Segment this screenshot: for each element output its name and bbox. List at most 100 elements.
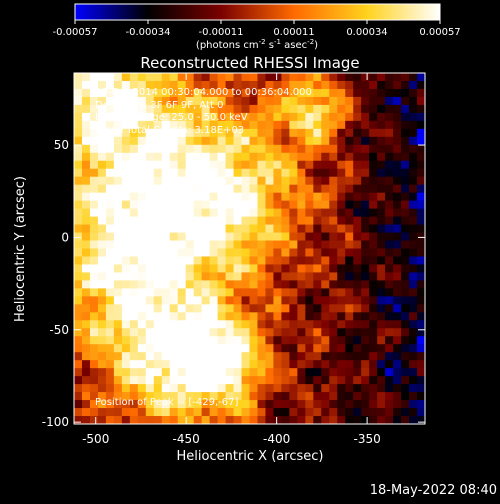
heatmap-cell	[249, 120, 259, 130]
heatmap-cell	[89, 168, 99, 178]
heatmap-cell	[105, 312, 115, 321]
heatmap-cell	[353, 384, 362, 393]
heatmap-cell	[401, 88, 410, 98]
heatmap-cell	[153, 240, 163, 250]
heatmap-cell	[217, 216, 227, 226]
heatmap-cell	[337, 112, 346, 122]
heatmap-cell	[89, 224, 99, 234]
heatmap-cell	[185, 304, 195, 313]
heatmap-cell	[153, 248, 163, 258]
y-axis-label: Heliocentric Y (arcsec)	[13, 176, 28, 322]
heatmap-cell	[185, 224, 195, 234]
heatmap-cell	[353, 328, 362, 337]
heatmap-cell	[185, 288, 195, 297]
heatmap-cell	[113, 288, 123, 297]
heatmap-cell	[74, 288, 83, 297]
heatmap-cell	[289, 296, 298, 305]
heatmap-cell	[129, 73, 139, 82]
heatmap-cell	[305, 408, 314, 417]
heatmap-cell	[393, 96, 402, 106]
heatmap-cell	[417, 136, 425, 146]
heatmap-cell	[265, 328, 275, 337]
heatmap-cell	[377, 128, 386, 138]
heatmap-cell	[321, 288, 330, 297]
heatmap-cell	[345, 88, 354, 98]
heatmap-cell	[209, 296, 219, 305]
heatmap-cell	[217, 73, 227, 82]
heatmap-cell	[153, 200, 163, 210]
heatmap-cell	[145, 168, 155, 178]
heatmap-cell	[249, 392, 259, 401]
heatmap-cell	[305, 304, 314, 313]
heatmap-cell	[321, 192, 330, 202]
heatmap-cell	[177, 200, 187, 210]
heatmap-cell	[145, 248, 155, 258]
heatmap-cell	[305, 368, 314, 377]
heatmap-cell	[113, 152, 123, 162]
heatmap-cell	[297, 136, 306, 146]
heatmap-cell	[225, 160, 235, 170]
heatmap-cell	[289, 208, 298, 218]
heatmap-cell	[185, 73, 195, 82]
heatmap-cell	[233, 296, 243, 305]
heatmap-cell	[185, 168, 195, 178]
heatmap-cell	[345, 360, 354, 369]
heatmap-cell	[153, 312, 163, 321]
heatmap-cell	[145, 296, 155, 305]
heatmap-cell	[265, 168, 275, 178]
heatmap-cell	[113, 192, 123, 202]
heatmap-cell	[345, 136, 354, 146]
heatmap-cell	[209, 408, 219, 417]
heatmap-cell	[185, 392, 195, 401]
heatmap-cell	[209, 312, 219, 321]
heatmap-cell	[105, 320, 115, 329]
heatmap-cell	[257, 360, 267, 369]
heatmap-cell	[417, 400, 425, 409]
heatmap-cell	[217, 296, 227, 305]
heatmap-cell	[329, 96, 338, 106]
heatmap-cell	[105, 168, 115, 178]
heatmap-cell	[193, 96, 203, 106]
heatmap-cell	[89, 128, 99, 138]
heatmap-cell	[345, 152, 354, 162]
heatmap-cell	[393, 312, 402, 321]
heatmap-cell	[305, 168, 314, 178]
heatmap-cell	[89, 376, 99, 385]
heatmap-cell	[265, 96, 275, 106]
heatmap-cell	[329, 288, 338, 297]
heatmap-cell	[273, 176, 283, 186]
heatmap-cell	[257, 304, 267, 313]
heatmap-cell	[193, 176, 203, 186]
heatmap-cell	[409, 224, 418, 234]
heatmap-cell	[401, 248, 410, 258]
heatmap-cell	[177, 336, 187, 345]
heatmap-cell	[161, 392, 171, 401]
heatmap-cell	[289, 312, 298, 321]
heatmap-cell	[105, 360, 115, 369]
heatmap-cell	[161, 304, 171, 313]
heatmap-cell	[81, 88, 91, 98]
heatmap-cell	[193, 144, 203, 154]
heatmap-cell	[145, 104, 155, 114]
heatmap-cell	[361, 320, 370, 329]
heatmap-cell	[273, 360, 283, 369]
heatmap-cell	[129, 96, 139, 106]
heatmap-cell	[137, 328, 147, 337]
heatmap-cell	[129, 104, 139, 114]
heatmap-cell	[89, 120, 99, 130]
heatmap-cell	[409, 184, 418, 194]
heatmap-cell	[409, 208, 418, 218]
heatmap-cell	[97, 96, 107, 106]
heatmap-cell	[321, 304, 330, 313]
heatmap-cell	[113, 344, 123, 353]
heatmap-cell	[121, 73, 131, 82]
heatmap-cell	[177, 168, 187, 178]
heatmap-cell	[249, 376, 259, 385]
heatmap-cell	[249, 280, 259, 289]
heatmap-cell	[74, 400, 83, 409]
heatmap-cell	[353, 152, 362, 162]
heatmap-cell	[97, 120, 107, 130]
heatmap-cell	[241, 96, 251, 106]
heatmap-cell	[345, 376, 354, 385]
heatmap-cell	[177, 376, 187, 385]
